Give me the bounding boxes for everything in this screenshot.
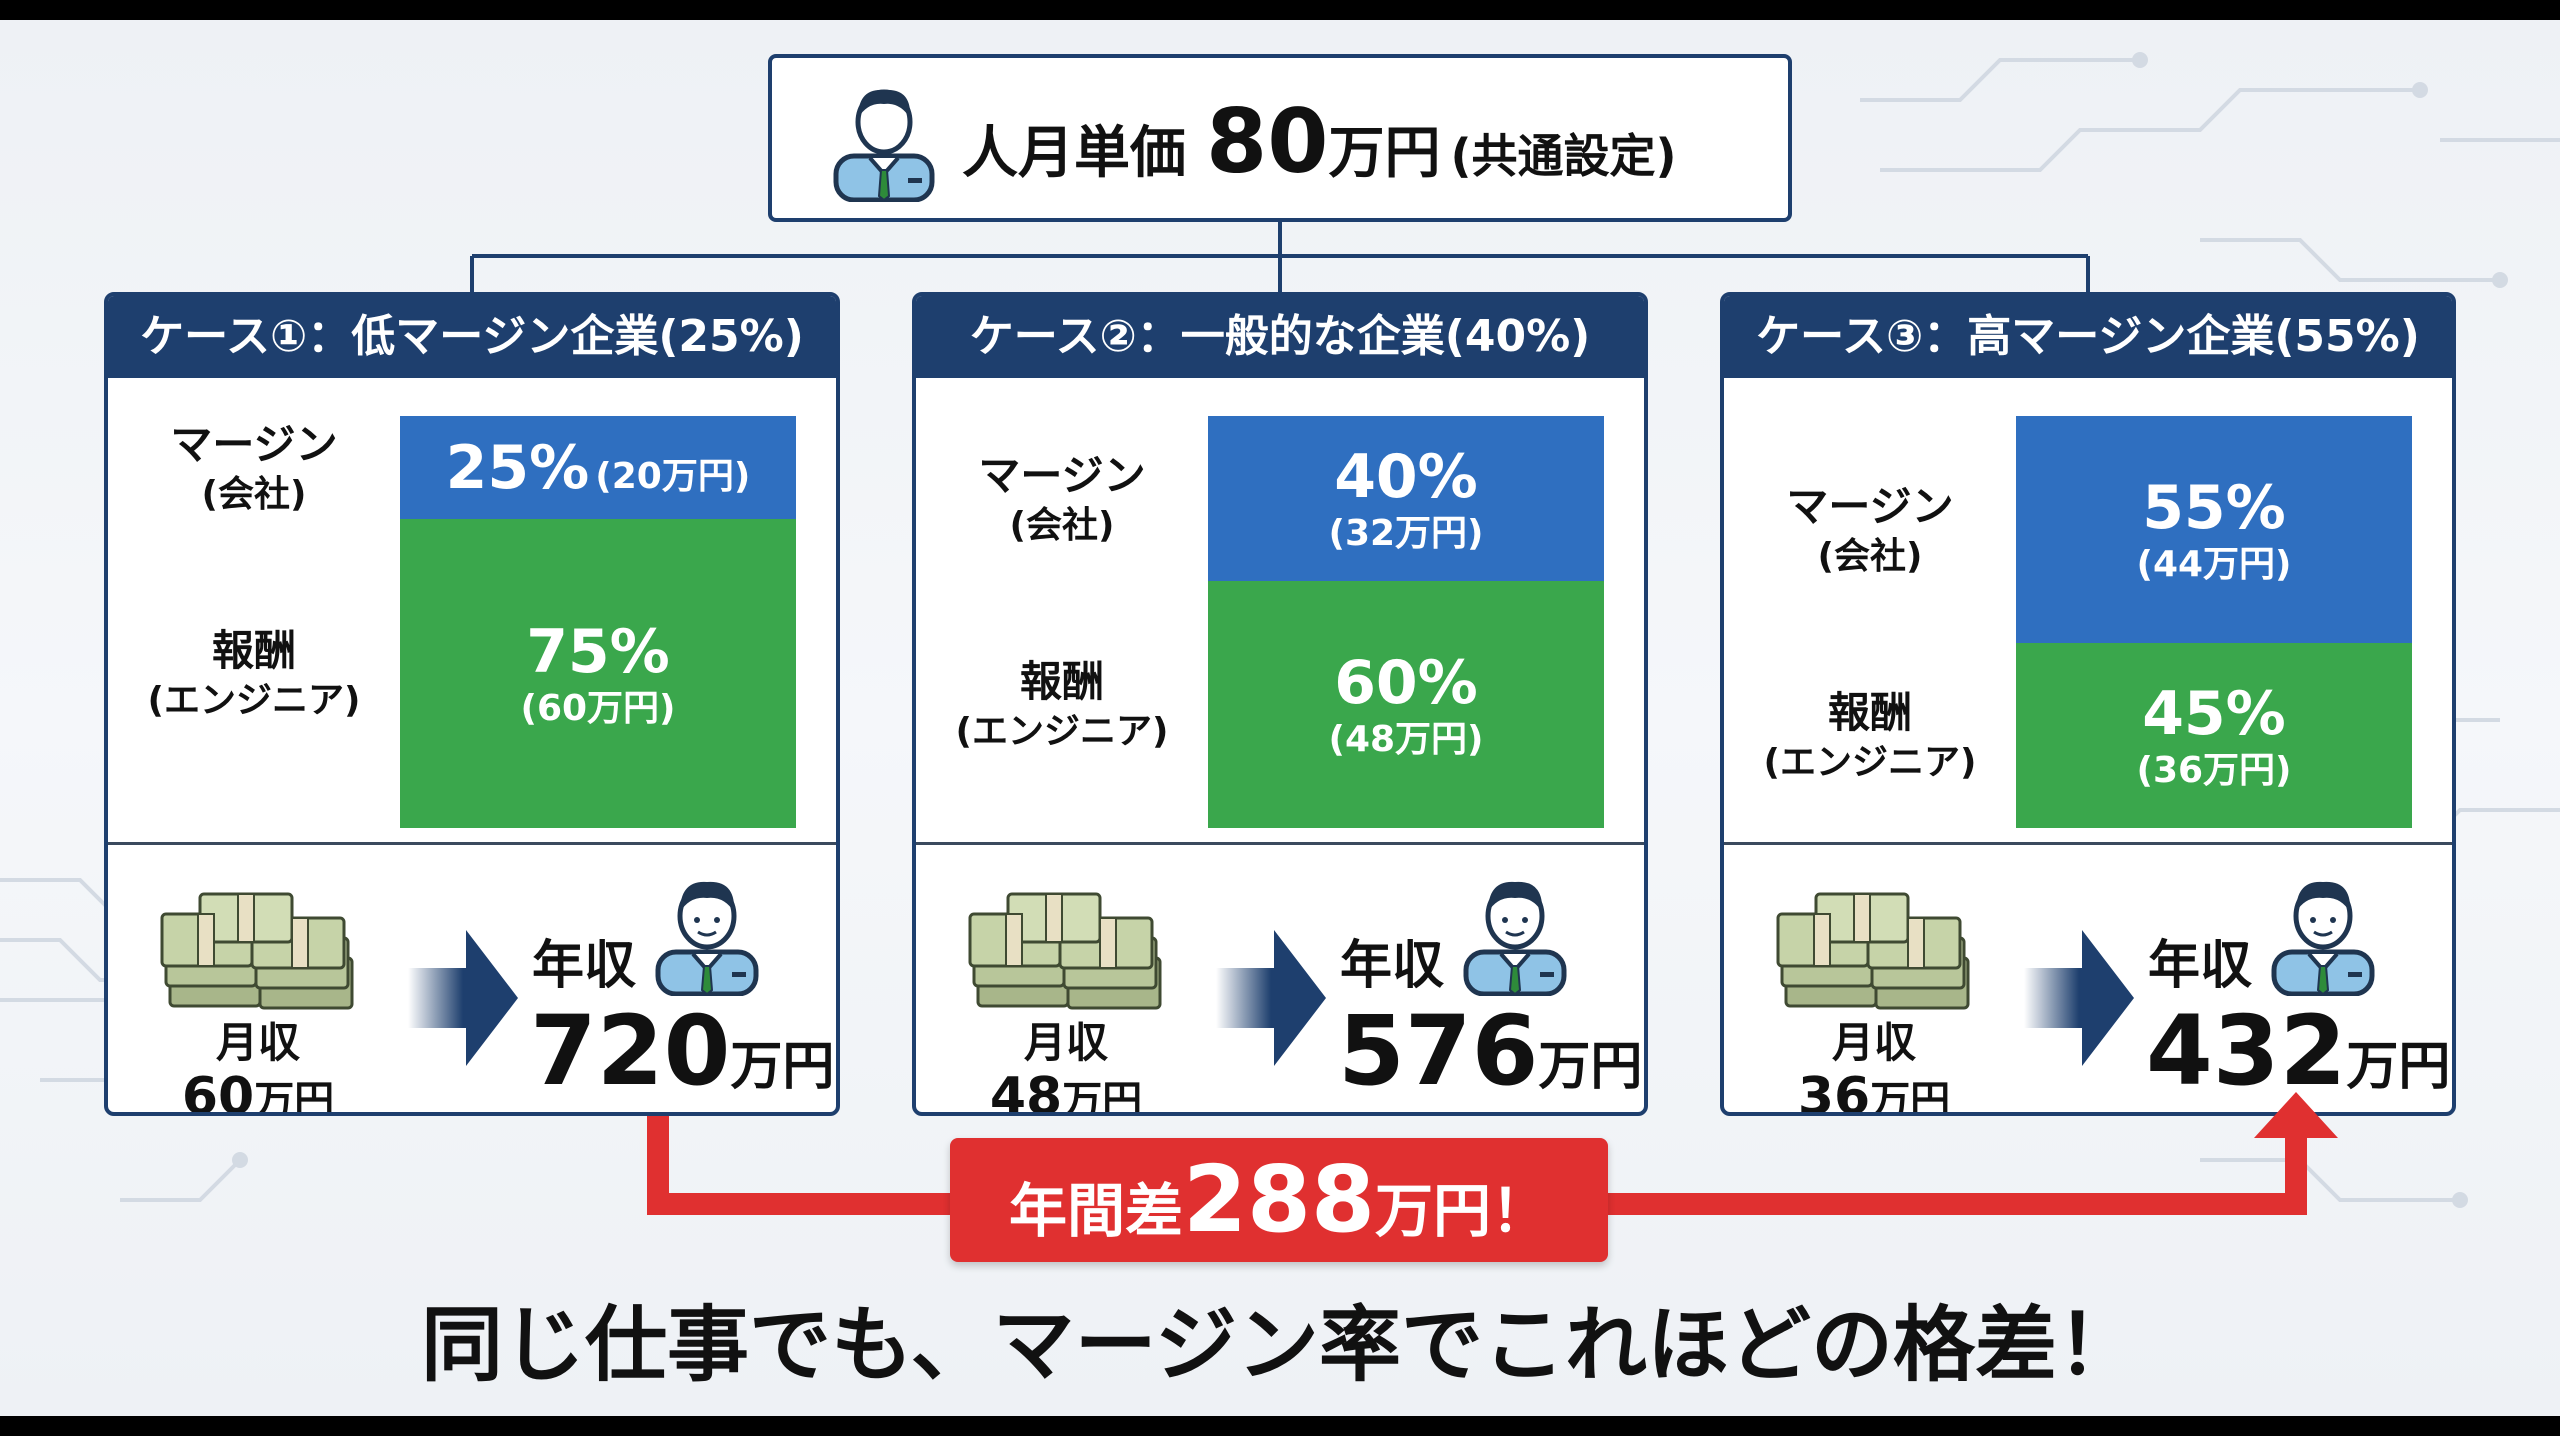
margin-percent: 25%: [445, 432, 590, 503]
reward-bar: 60% (48万円): [1208, 581, 1604, 828]
margin-bar: 25% (20万円): [400, 416, 796, 519]
case-header: ケース①：低マージン企業(25%): [108, 296, 836, 378]
person-icon: [2271, 881, 2375, 996]
monthly-income: 月収 36万円: [1744, 1018, 2004, 1116]
infographic-canvas: 人月単価 80 万円 (共通設定) ケース①：低マージン企業(25%) マージン…: [0, 20, 2560, 1416]
monthly-unit: 万円: [254, 1078, 335, 1116]
annual-unit: 万円: [1538, 1037, 1643, 1097]
monthly-value: 48: [989, 1067, 1063, 1116]
margin-label-group: マージン (会社): [1724, 480, 2016, 580]
margin-amount: (44万円): [2136, 543, 2292, 585]
monthly-unit: 万円: [1870, 1078, 1951, 1116]
annual-label: 年収: [532, 936, 637, 996]
reward-percent: 60%: [1334, 647, 1478, 718]
reward-label: 報酬: [1827, 687, 1912, 737]
monthly-value: 36: [1797, 1067, 1871, 1116]
annual-value: 720: [530, 995, 731, 1107]
unit-price-note: (共通設定): [1450, 129, 1677, 183]
margin-amount: (32万円): [1328, 512, 1484, 554]
case-header: ケース③：高マージン企業(55%): [1724, 296, 2452, 378]
section-divider: [916, 842, 1644, 845]
reward-label: 報酬: [1019, 656, 1104, 706]
money-stack-icon: [1776, 892, 1970, 1010]
reward-percent: 75%: [526, 616, 670, 687]
right-arrow-icon: [1216, 930, 1326, 1066]
bottom-message: 同じ仕事でも、マージン率でこれほどの格差！: [421, 1298, 2139, 1393]
annual-value: 576: [1338, 995, 1539, 1107]
annual-difference-badge: 年間差 288 万円 ！: [950, 1138, 1608, 1262]
case-card-1: ケース①：低マージン企業(25%) マージン (会社) 報酬 (エンジニア) 2…: [104, 292, 840, 1116]
monthly-label: 月収: [1023, 1018, 1108, 1067]
monthly-label: 月収: [215, 1018, 300, 1067]
reward-label: 報酬: [211, 625, 296, 675]
reward-amount: (36万円): [2136, 749, 2292, 791]
unit-price-label: 人月単価: [962, 121, 1186, 186]
unit-price-box: 人月単価 80 万円 (共通設定): [768, 54, 1792, 222]
annual-unit: 万円: [2346, 1037, 2451, 1097]
margin-percent: 55%: [2142, 472, 2286, 543]
reward-amount: (48万円): [1328, 718, 1484, 760]
annual-value: 432: [2146, 995, 2347, 1107]
monthly-value: 60: [181, 1067, 255, 1116]
person-icon: [833, 89, 935, 202]
reward-bar: 75% (60万円): [400, 519, 796, 828]
reward-sublabel: (エンジニア): [1763, 741, 1977, 783]
unit-price-unit: 万円: [1328, 121, 1441, 186]
reward-label-group: 報酬 (エンジニア): [1724, 686, 2016, 786]
section-divider: [1724, 842, 2452, 845]
annual-income: 576万円: [1338, 996, 1642, 1106]
monthly-unit: 万円: [1062, 1078, 1143, 1116]
monthly-income: 月収 60万円: [128, 1018, 388, 1116]
margin-bar: 55% (44万円): [2016, 416, 2412, 643]
case-card-3: ケース③：高マージン企業(55%) マージン (会社) 報酬 (エンジニア) 5…: [1720, 292, 2456, 1116]
section-divider: [108, 842, 836, 845]
monthly-label: 月収: [1831, 1018, 1916, 1067]
difference-mark: ！: [1491, 1177, 1550, 1245]
person-icon: [655, 881, 759, 996]
difference-unit: 万円: [1375, 1177, 1492, 1245]
reward-sublabel: (エンジニア): [955, 710, 1169, 752]
case-header: ケース②：一般的な企業(40%): [916, 296, 1644, 378]
difference-value: 288: [1182, 1146, 1376, 1253]
annual-label: 年収: [1340, 936, 1445, 996]
margin-label: マージン: [1786, 481, 1954, 531]
reward-amount: (60万円): [520, 687, 676, 729]
money-stack-icon: [160, 892, 354, 1010]
reward-bar: 45% (36万円): [2016, 643, 2412, 828]
margin-label: マージン: [978, 450, 1146, 500]
margin-label: マージン: [170, 419, 338, 469]
annual-unit: 万円: [730, 1037, 835, 1097]
right-arrow-icon: [2024, 930, 2134, 1066]
annual-income: 720万円: [530, 996, 834, 1106]
unit-price-value: 80: [1206, 90, 1329, 193]
monthly-income: 月収 48万円: [936, 1018, 1196, 1116]
reward-sublabel: (エンジニア): [147, 679, 361, 721]
margin-label-group: マージン (会社): [108, 418, 400, 518]
margin-sublabel: (会社): [1817, 535, 1923, 577]
margin-sublabel: (会社): [201, 473, 307, 515]
reward-label-group: 報酬 (エンジニア): [916, 655, 1208, 755]
margin-sublabel: (会社): [1009, 504, 1115, 546]
right-arrow-icon: [408, 930, 518, 1066]
reward-label-group: 報酬 (エンジニア): [108, 624, 400, 724]
reward-percent: 45%: [2142, 678, 2286, 749]
annual-label: 年収: [2148, 936, 2253, 996]
margin-amount: (20万円): [595, 455, 751, 497]
case-card-2: ケース②：一般的な企業(40%) マージン (会社) 報酬 (エンジニア) 40…: [912, 292, 1648, 1116]
annual-income: 432万円: [2146, 996, 2450, 1106]
money-stack-icon: [968, 892, 1162, 1010]
person-icon: [1463, 881, 1567, 996]
tree-connectors: [470, 222, 2090, 292]
margin-percent: 40%: [1334, 441, 1478, 512]
margin-label-group: マージン (会社): [916, 449, 1208, 549]
difference-label: 年間差: [1008, 1177, 1183, 1245]
margin-bar: 40% (32万円): [1208, 416, 1604, 581]
